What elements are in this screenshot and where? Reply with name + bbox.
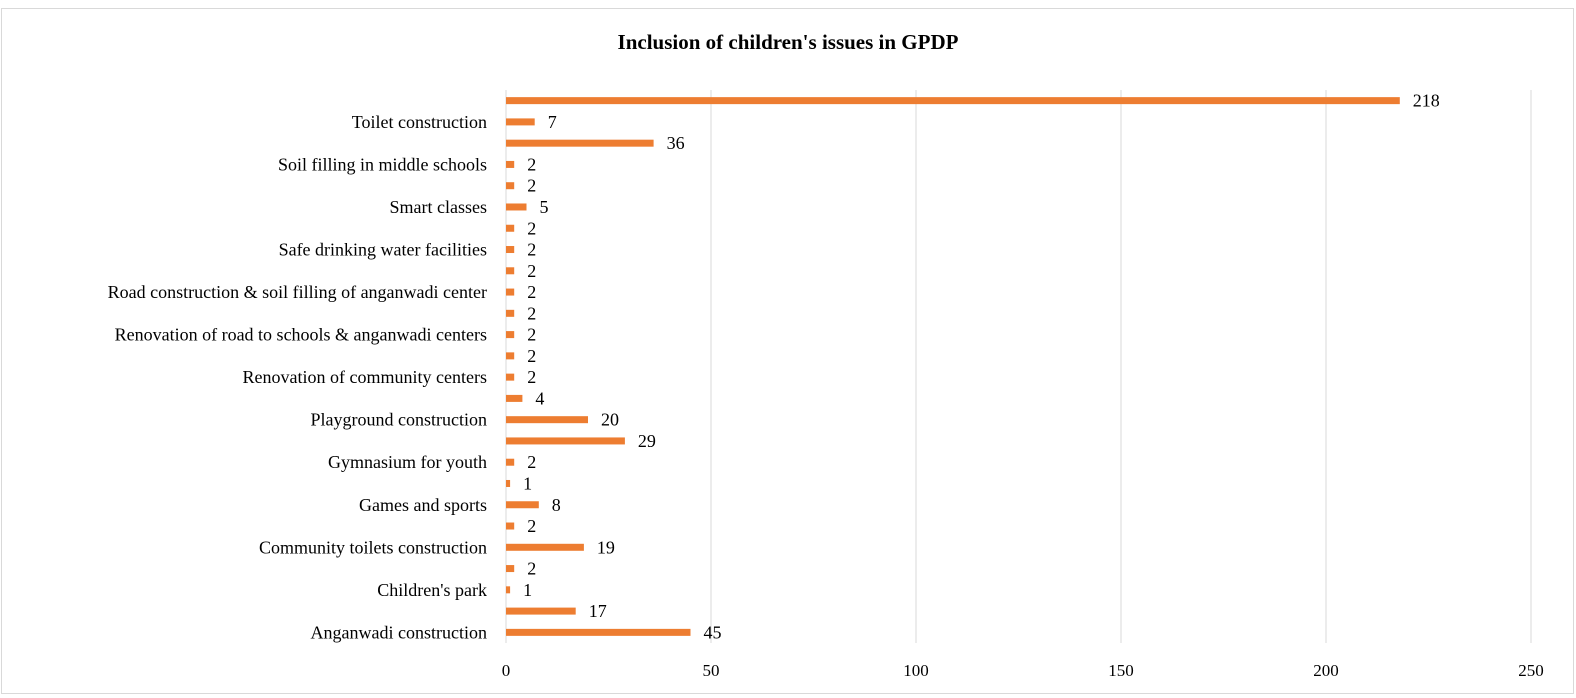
- bar: [506, 543, 584, 551]
- bar: [506, 607, 576, 615]
- bar: [506, 373, 515, 381]
- category-label: Safe drinking water facilities: [279, 240, 487, 260]
- data-label: 2: [527, 261, 536, 281]
- data-label: 19: [597, 537, 615, 557]
- bar: [506, 458, 515, 466]
- data-label: 2: [527, 452, 536, 472]
- bar: [506, 522, 515, 530]
- category-label: Toilet construction: [352, 112, 487, 132]
- data-label: 2: [527, 559, 536, 579]
- bar: [506, 139, 654, 147]
- bar: [506, 224, 515, 232]
- bar: [506, 437, 625, 445]
- data-label: 2: [527, 367, 536, 387]
- data-label: 1: [523, 580, 532, 600]
- data-label: 2: [527, 516, 536, 536]
- data-label: 2: [527, 176, 536, 196]
- category-label: Renovation of community centers: [243, 367, 487, 387]
- data-label: 2: [527, 282, 536, 302]
- data-label: 1: [523, 473, 532, 493]
- category-label: Games and sports: [359, 495, 487, 515]
- category-label: Smart classes: [390, 197, 487, 217]
- category-label: Community toilets construction: [259, 537, 487, 557]
- bar: [506, 160, 515, 168]
- category-label: Gymnasium for youth: [328, 452, 487, 472]
- bar: [506, 97, 1400, 105]
- bar: [506, 203, 527, 211]
- category-label: Playground construction: [311, 410, 487, 430]
- data-label: 8: [552, 495, 561, 515]
- bar: [506, 182, 515, 190]
- bar: [506, 118, 535, 126]
- data-label: 5: [540, 197, 549, 217]
- data-label: 20: [601, 410, 619, 430]
- x-tick-label: 150: [1108, 661, 1134, 680]
- bar: [506, 331, 515, 339]
- x-tick-label: 50: [703, 661, 720, 680]
- data-label: 2: [527, 154, 536, 174]
- chart-frame: [1, 8, 1574, 694]
- bar: [506, 309, 515, 317]
- data-label: 2: [527, 218, 536, 238]
- bar: [506, 267, 515, 275]
- x-tick-label: 100: [903, 661, 929, 680]
- bar: [506, 628, 691, 636]
- bar: [506, 246, 515, 254]
- bar: [506, 352, 515, 360]
- data-label: 2: [527, 240, 536, 260]
- category-label: Renovation of road to schools & anganwad…: [115, 325, 487, 345]
- bar: [506, 288, 515, 296]
- category-label: Soil filling in middle schools: [278, 154, 487, 174]
- x-tick-label: 250: [1518, 661, 1544, 680]
- bar: [506, 586, 511, 594]
- category-label: Anganwadi construction: [311, 622, 487, 642]
- bar: [506, 501, 539, 509]
- data-label: 2: [527, 325, 536, 345]
- data-label: 2: [527, 303, 536, 323]
- data-label: 4: [535, 388, 544, 408]
- x-tick-label: 200: [1313, 661, 1339, 680]
- data-label: 7: [548, 112, 557, 132]
- bar: [506, 565, 515, 573]
- data-label: 218: [1413, 91, 1440, 111]
- bar: [506, 394, 523, 402]
- category-label: Road construction & soil filling of anga…: [108, 282, 487, 302]
- data-label: 36: [667, 133, 685, 153]
- data-label: 29: [638, 431, 656, 451]
- bar: [506, 416, 588, 424]
- data-label: 45: [704, 622, 722, 642]
- chart-title: Inclusion of children's issues in GPDP: [617, 30, 959, 54]
- x-tick-label: 0: [502, 661, 511, 680]
- data-label: 2: [527, 346, 536, 366]
- bar: [506, 479, 511, 487]
- data-label: 17: [589, 601, 607, 621]
- category-label: Children's park: [377, 580, 487, 600]
